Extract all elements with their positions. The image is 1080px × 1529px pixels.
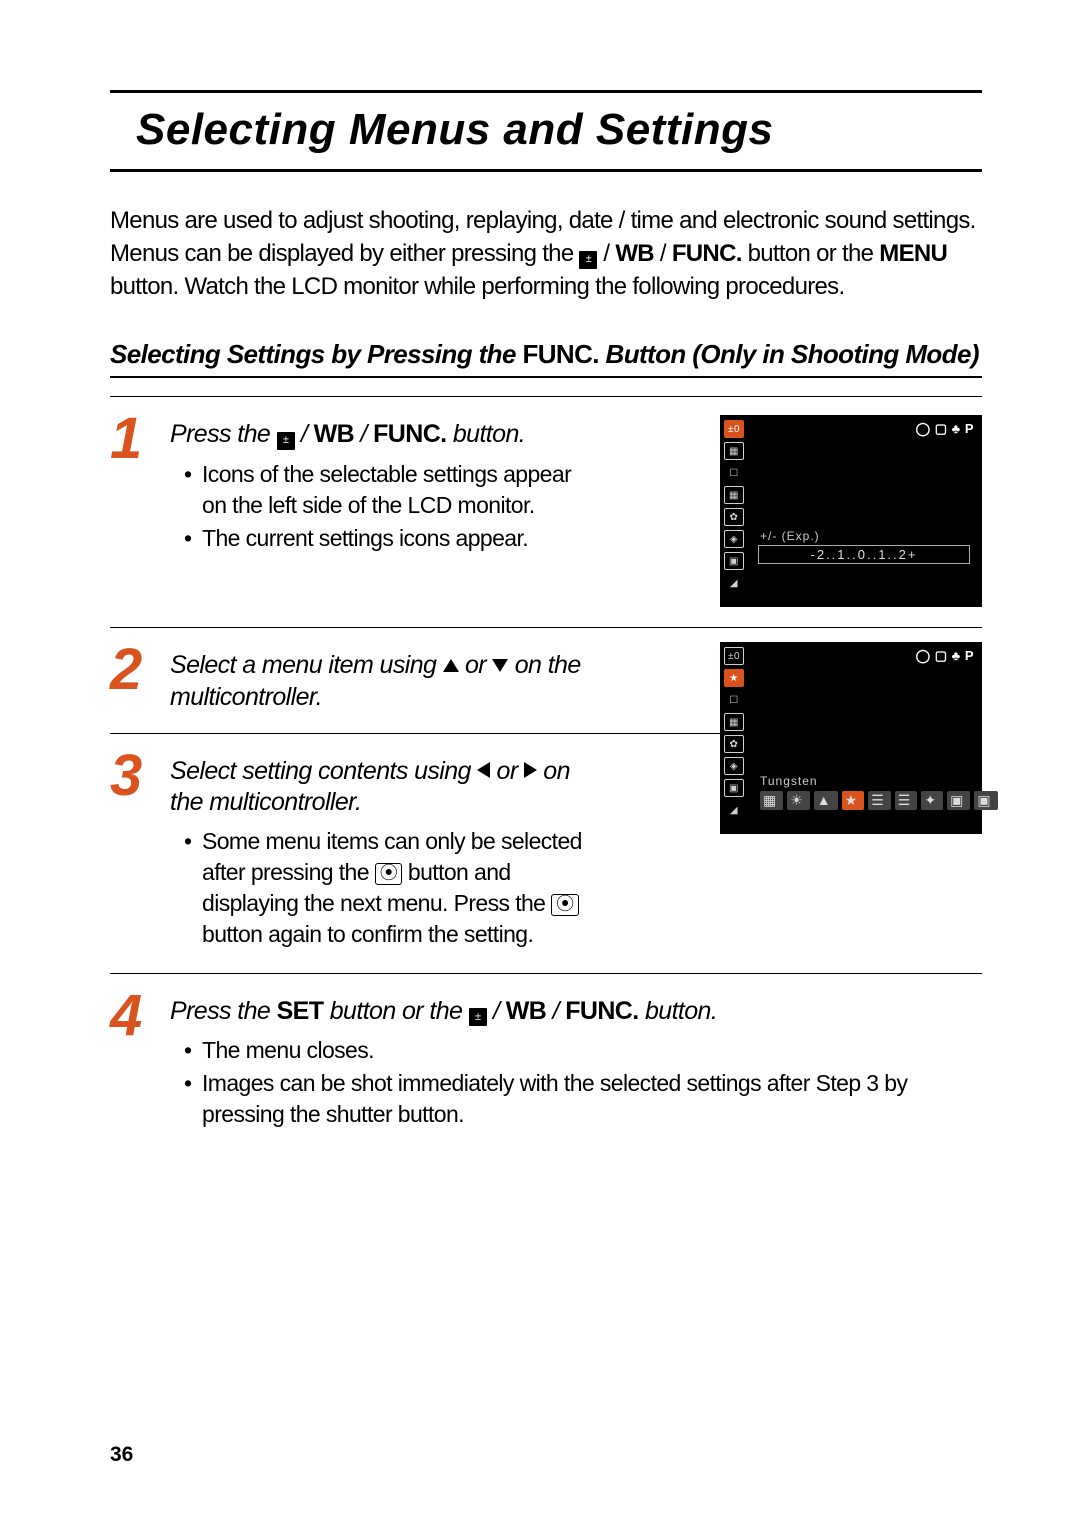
title-container: Selecting Menus and Settings <box>110 90 982 172</box>
lcd-icon: ±0 <box>724 420 744 438</box>
lcd-2-tungsten-label: Tungsten <box>728 774 974 788</box>
func-label: FUNC. <box>672 240 742 267</box>
step-4-bullet-2: Images can be shot immediately with the … <box>184 1068 982 1130</box>
step-2-number: 2 <box>110 644 170 696</box>
lcd-icon: ✿ <box>724 508 744 526</box>
wb-option-icon: ▣ <box>974 791 997 810</box>
step-2-heading: Select a menu item using or on the multi… <box>170 650 600 713</box>
exposure-icon: ± <box>277 432 295 450</box>
wb-option-icon: ☰ <box>895 791 918 810</box>
lcd-1-container: ◯ ▢ ♣ P ±0 ▦ ☐ ▦ ✿ ◈ ▣ ◢ +/- (Exp.) <box>720 415 982 607</box>
lcd-icon: ▣ <box>724 779 744 797</box>
step-3-b1-post: button again to confirm the setting. <box>202 921 533 947</box>
step-1-heading: Press the ± / WB / FUNC. button. <box>170 419 600 450</box>
step-4-bullets: The menu closes. Images can be shot imme… <box>170 1035 982 1130</box>
lcd-icon: ◈ <box>724 530 744 548</box>
func-label: FUNC. <box>565 997 638 1025</box>
step-4-bullet-1: The menu closes. <box>184 1035 982 1066</box>
lcd-1-scale: -2..1..0..1..2+ <box>758 545 970 564</box>
lcd-icon: ◈ <box>724 757 744 775</box>
step-1: 1 Press the ± / WB / FUNC. button. Icons… <box>110 396 982 628</box>
step-3-number: 3 <box>110 750 170 802</box>
lcd-icon: ☐ <box>724 464 744 482</box>
subhead-pre: Selecting Settings by Pressing the <box>110 339 522 369</box>
step-1-bullet-1: Icons of the selectable settings appear … <box>184 459 600 521</box>
set-label: SET <box>277 997 324 1025</box>
step-3-heading: Select setting contents using or on the … <box>170 756 600 819</box>
step-4-number: 4 <box>110 990 170 1042</box>
menu-label: MENU <box>879 240 947 267</box>
lcd-2-top-right: ◯ ▢ ♣ P <box>728 648 974 664</box>
step-3-bullets: Some menu items can only be selected aft… <box>170 826 600 950</box>
step-1-bullet-2: The current settings icons appear. <box>184 523 600 554</box>
lcd-icon: ▣ <box>724 552 744 570</box>
lcd-screenshot-2: ◯ ▢ ♣ P ±0 ★ ☐ ▦ ✿ ◈ ▣ ◢ Tungsten <box>720 642 982 834</box>
wb-option-icon: ▲ <box>814 791 838 810</box>
step-1-bullets: Icons of the selectable settings appear … <box>170 459 600 554</box>
lcd-icon: ◢ <box>724 801 744 819</box>
intro-paragraph: Menus are used to adjust shooting, repla… <box>110 204 982 303</box>
step-4: 4 Press the SET button or the ± / WB / F… <box>110 974 982 1152</box>
lcd-icon: ◢ <box>724 574 744 592</box>
step-3-head-pre: Select setting contents using <box>170 757 477 785</box>
wb-label: WB <box>615 240 654 267</box>
lcd-icon: ☐ <box>724 691 744 709</box>
wb-option-icon: ▣ <box>947 791 970 810</box>
intro-text-3: button. Watch the LCD monitor while perf… <box>110 273 844 300</box>
step-1-body: Press the ± / WB / FUNC. button. Icons o… <box>170 415 600 555</box>
page-number: 36 <box>110 1443 133 1467</box>
lcd-icon: ★ <box>724 669 744 687</box>
lcd-2-container: ◯ ▢ ♣ P ±0 ★ ☐ ▦ ✿ ◈ ▣ ◢ Tungsten <box>720 642 982 834</box>
lcd-2-wb-row: ▦ ☀ ▲ ★ ☰ ☰ ✦ ▣ ▣ <box>758 790 970 811</box>
func-label: FUNC. <box>373 420 446 448</box>
set-ring-icon: ⦿ <box>375 863 402 885</box>
step-2-head-mid: or <box>459 651 493 679</box>
left-arrow-icon <box>477 762 490 778</box>
wb-option-icon: ▦ <box>760 791 783 810</box>
section-subheading: Selecting Settings by Pressing the FUNC.… <box>110 339 982 378</box>
exposure-icon: ± <box>469 1008 487 1026</box>
up-arrow-icon <box>443 659 459 672</box>
step-4-body: Press the SET button or the ± / WB / FUN… <box>170 992 982 1132</box>
steps-list: 1 Press the ± / WB / FUNC. button. Icons… <box>110 396 982 1152</box>
step-2-3-group: 2 Select a menu item using or on the mul… <box>110 628 982 973</box>
down-arrow-icon <box>492 659 508 672</box>
subhead-func: FUNC. <box>522 339 598 369</box>
subhead-post: Button (Only in Shooting Mode) <box>599 339 979 369</box>
step-3-head-mid: or <box>490 757 524 785</box>
lcd-1-top-right: ◯ ▢ ♣ P <box>728 421 974 437</box>
lcd-2-left-icons: ±0 ★ ☐ ▦ ✿ ◈ ▣ ◢ <box>724 647 744 819</box>
wb-option-icon: ☰ <box>868 791 891 810</box>
set-ring-icon: ⦿ <box>551 894 578 916</box>
step-1-head-post: button. <box>447 420 526 448</box>
lcd-1-left-icons: ±0 ▦ ☐ ▦ ✿ ◈ ▣ ◢ <box>724 420 744 592</box>
step-1-head-pre: Press the <box>170 420 277 448</box>
step-1-number: 1 <box>110 413 170 465</box>
step-4-head-post: button. <box>639 997 718 1025</box>
intro-text-2: button or the <box>748 240 880 267</box>
step-4-heading: Press the SET button or the ± / WB / FUN… <box>170 996 982 1027</box>
wb-label: WB <box>506 997 546 1025</box>
page-title: Selecting Menus and Settings <box>136 105 982 155</box>
exposure-icon: ± <box>579 251 597 269</box>
step-3-bullet-1: Some menu items can only be selected aft… <box>184 826 600 950</box>
lcd-icon: ▦ <box>724 486 744 504</box>
step-3-body: Select setting contents using or on the … <box>170 752 600 953</box>
lcd-icon: ▦ <box>724 442 744 460</box>
wb-label: WB <box>314 420 354 448</box>
step-2-head-pre: Select a menu item using <box>170 651 443 679</box>
lcd-screenshot-1: ◯ ▢ ♣ P ±0 ▦ ☐ ▦ ✿ ◈ ▣ ◢ +/- (Exp.) <box>720 415 982 607</box>
lcd-icon: ▦ <box>724 713 744 731</box>
lcd-icon: ±0 <box>724 647 744 665</box>
manual-page: Selecting Menus and Settings Menus are u… <box>0 0 1080 1529</box>
right-arrow-icon <box>524 762 537 778</box>
wb-option-icon: ✦ <box>921 791 943 810</box>
step-4-head-mid: button or the <box>323 997 468 1025</box>
step-2-body: Select a menu item using or on the multi… <box>170 646 600 713</box>
lcd-1-exp-label: +/- (Exp.) <box>728 529 974 543</box>
wb-option-icon: ★ <box>842 791 865 810</box>
lcd-icon: ✿ <box>724 735 744 753</box>
step-4-head-pre: Press the <box>170 997 277 1025</box>
wb-option-icon: ☀ <box>787 791 810 810</box>
